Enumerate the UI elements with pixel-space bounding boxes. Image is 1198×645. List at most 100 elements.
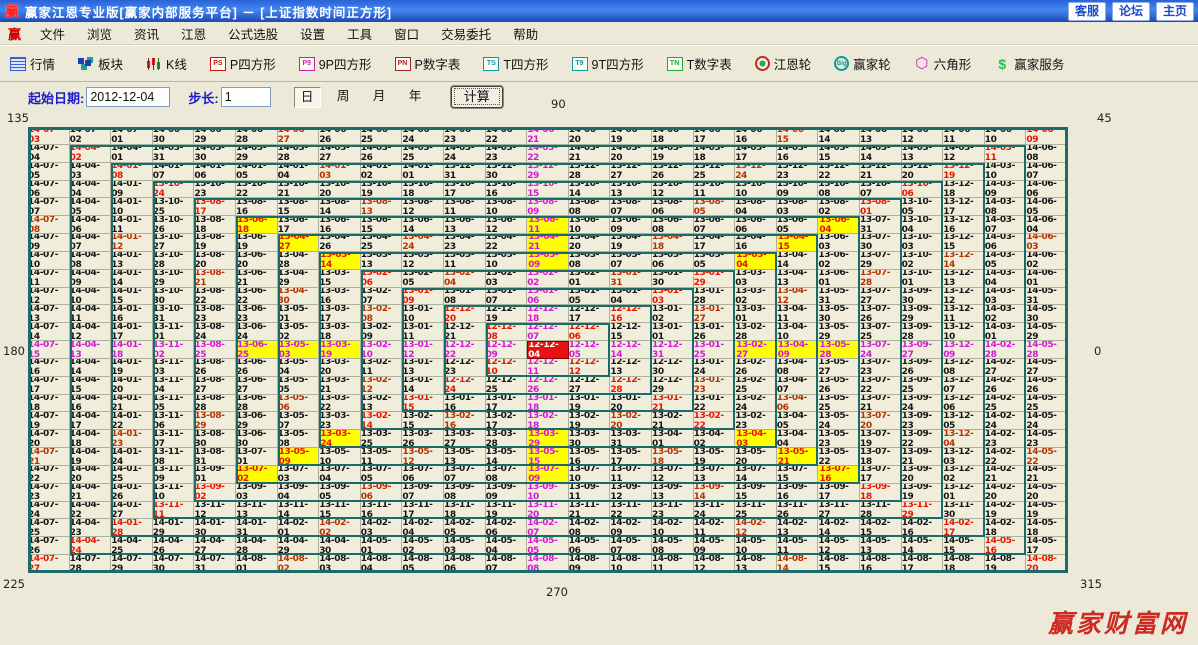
date-label: 13-03-18 bbox=[319, 323, 350, 342]
toolbar-item[interactable]: 江恩轮 bbox=[754, 54, 811, 73]
date-label: 13-11-11 bbox=[152, 501, 184, 520]
grid-cell: 13-02-25 bbox=[735, 376, 777, 395]
grid-cell: 13-10-01 bbox=[901, 269, 944, 288]
menu-item[interactable]: 浏览 bbox=[87, 27, 113, 42]
start-date-input[interactable] bbox=[86, 87, 171, 107]
toolbar-item[interactable]: PN P数字表 bbox=[394, 54, 460, 73]
period-option-button[interactable]: 月 bbox=[372, 88, 386, 103]
date-label: 14-03-01 bbox=[984, 323, 1016, 342]
toolbar-item[interactable]: Big 赢家轮 bbox=[834, 54, 891, 73]
grid-cell: 13-01-21 bbox=[651, 394, 694, 413]
menu-item[interactable]: 资讯 bbox=[134, 27, 160, 42]
grid-cell: 13-12-06 bbox=[943, 394, 985, 413]
menu-item[interactable]: 交易委托 bbox=[441, 27, 492, 42]
toolbar-item[interactable]: 行情 bbox=[10, 54, 55, 73]
grid-cell: 14-06-30 bbox=[152, 127, 195, 145]
date-label: 14-02-12 bbox=[735, 519, 766, 538]
grid-cell: 13-06-29 bbox=[235, 412, 278, 431]
grid-cell: 14-03-15 bbox=[818, 144, 860, 163]
grid-cell: 14-05-23 bbox=[1026, 430, 1068, 449]
menu-item-list: 文件 浏览 资讯 江恩 公式选股 设置 工具 窗口 交易委托 帮助 bbox=[29, 22, 549, 45]
grid-cell: 14-02-03 bbox=[360, 519, 403, 538]
grid-cell: 13-05-22 bbox=[818, 448, 860, 466]
grid-cell: 13-05-06 bbox=[277, 394, 320, 413]
grid-cell: 14-07-20 bbox=[28, 430, 70, 449]
toolbar-item[interactable]: TS T四方形 bbox=[483, 54, 549, 73]
candlestick-icon bbox=[146, 57, 162, 71]
grid-cell: 13-04-09 bbox=[776, 341, 819, 359]
date-label: 13-07-14 bbox=[735, 465, 766, 484]
date-label: 14-05-14 bbox=[901, 537, 933, 556]
date-label: 12-12-07 bbox=[527, 323, 558, 342]
date-label: 13-01-03 bbox=[651, 287, 683, 306]
date-label: 13-01-06 bbox=[527, 287, 558, 306]
period-option-button[interactable]: 周 bbox=[336, 88, 350, 103]
grid-cell: 13-04-01 bbox=[651, 430, 694, 449]
toolbar-item[interactable]: T9 9T四方形 bbox=[571, 54, 644, 73]
date-label: 14-03-28 bbox=[277, 144, 309, 163]
date-label: 14-08-01 bbox=[235, 555, 267, 573]
date-label: 14-05-25 bbox=[1026, 394, 1057, 413]
menu-item[interactable]: 工具 bbox=[347, 27, 373, 42]
titlebar-button[interactable]: 主页 bbox=[1155, 1, 1194, 21]
titlebar-button[interactable]: 客服 bbox=[1067, 1, 1106, 21]
menu-item[interactable]: 公式选股 bbox=[228, 27, 279, 42]
date-label: 13-07-22 bbox=[859, 376, 891, 395]
date-grid: 14-07-03 14-07-02 14-07-01 14-06-30 14-06-29… bbox=[28, 127, 1068, 573]
date-label: 13-10-11 bbox=[693, 180, 725, 199]
period-option-button[interactable]: 日 bbox=[293, 86, 321, 108]
date-label: 13-10-24 bbox=[152, 180, 184, 199]
period-option-button[interactable]: 年 bbox=[408, 88, 422, 103]
date-label: 13-02-22 bbox=[693, 412, 725, 431]
date-label: 13-12-18 bbox=[943, 180, 974, 199]
date-label: 13-03-29 bbox=[527, 430, 568, 448]
date-label: 14-04-03 bbox=[69, 162, 101, 181]
date-label: 13-07-03 bbox=[277, 465, 309, 484]
toolbar-item[interactable]: K线 bbox=[146, 54, 187, 73]
grid-cell: 14-07-03 bbox=[28, 127, 70, 145]
grid-cell: 14-03-24 bbox=[443, 144, 486, 163]
grid-cell: 13-07-15 bbox=[776, 465, 819, 484]
grid-cell: 14-07-31 bbox=[194, 555, 236, 573]
toolbar-item[interactable]: TN T数字表 bbox=[666, 54, 732, 73]
grid-cell: 13-04-29 bbox=[277, 269, 320, 288]
date-label: 14-01-06 bbox=[194, 162, 225, 181]
grid-cell: 14-04-13 bbox=[69, 341, 112, 359]
date-label: 13-08-27 bbox=[194, 376, 225, 395]
grid-cell: 14-06-13 bbox=[859, 127, 902, 145]
date-label: 13-08-09 bbox=[527, 198, 558, 217]
grid-cell: 13-08-13 bbox=[360, 198, 403, 217]
toolbar-item[interactable]: $ 赢家服务 bbox=[994, 54, 1064, 73]
menu-item[interactable]: 设置 bbox=[300, 27, 326, 42]
date-label: 14-06-23 bbox=[443, 127, 475, 145]
toolbar-item[interactable]: 六角形 bbox=[914, 54, 972, 73]
menu-item[interactable]: 窗口 bbox=[394, 27, 420, 42]
menu-item[interactable]: 帮助 bbox=[513, 27, 539, 42]
date-label: 13-05-04 bbox=[277, 358, 309, 377]
grid-cell: 14-07-14 bbox=[28, 323, 70, 342]
date-label: 14-01-11 bbox=[111, 216, 142, 235]
date-label: 13-05-10 bbox=[319, 448, 350, 466]
date-label: 13-08-28 bbox=[194, 394, 225, 413]
toolbar-item[interactable]: 板块 bbox=[78, 54, 123, 73]
toolbar-item[interactable]: PS P四方形 bbox=[209, 54, 276, 73]
grid-cell: 14-02-18 bbox=[984, 519, 1027, 538]
step-input[interactable] bbox=[220, 87, 271, 107]
grid-cell: 13-04-05 bbox=[776, 412, 819, 431]
date-label: 13-04-10 bbox=[776, 323, 808, 342]
grid-cell: 13-06-18 bbox=[235, 216, 278, 235]
date-label: 14-02-28 bbox=[984, 341, 1016, 359]
date-label: 14-02-25 bbox=[984, 394, 1016, 413]
grid-cell: 14-06-11 bbox=[943, 127, 985, 145]
grid-cell: 13-08-08 bbox=[568, 198, 611, 217]
menu-item[interactable]: 文件 bbox=[40, 27, 66, 42]
titlebar-button[interactable]: 论坛 bbox=[1111, 1, 1150, 21]
grid-cell: 14-05-26 bbox=[1026, 376, 1068, 395]
date-label: 14-05-19 bbox=[1026, 501, 1057, 520]
date-label: 13-01-24 bbox=[693, 358, 725, 377]
date-label: 14-08-10 bbox=[610, 555, 641, 573]
toolbar-item[interactable]: P9 9P四方形 bbox=[298, 54, 372, 73]
calculate-button[interactable]: 计算 bbox=[450, 86, 503, 108]
date-label: 13-01-15 bbox=[402, 394, 433, 413]
menu-item[interactable]: 江恩 bbox=[181, 27, 207, 42]
